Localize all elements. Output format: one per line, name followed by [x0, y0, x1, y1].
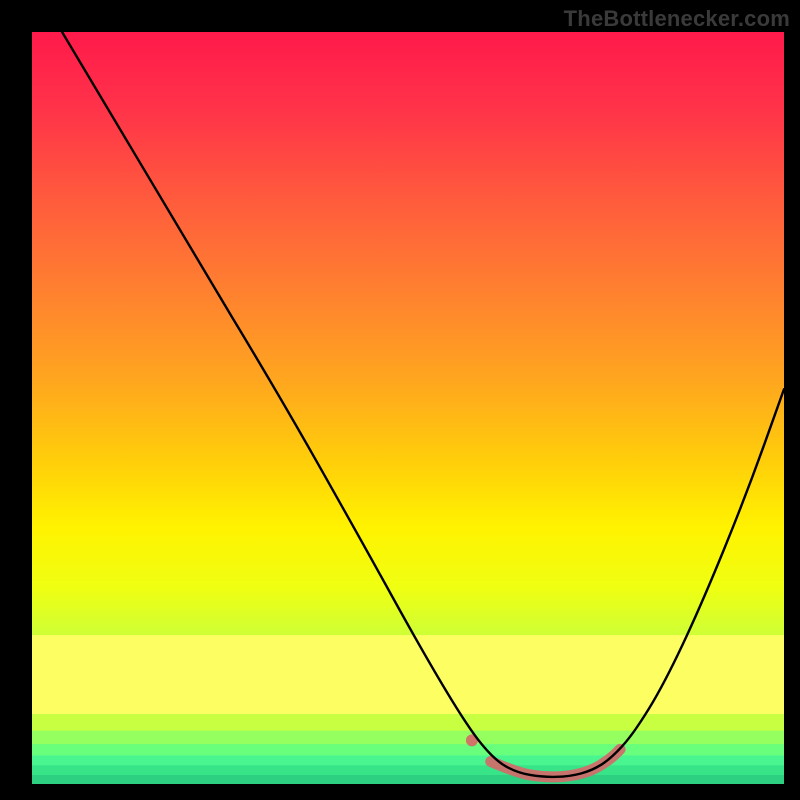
band-stripe [32, 731, 784, 745]
bottom-band-stripes [32, 635, 784, 784]
bottleneck-curve-chart [0, 0, 800, 800]
watermark-text: TheBottlenecker.com [564, 6, 790, 32]
band-stripe [32, 714, 784, 731]
band-stripe [32, 775, 784, 784]
plot-area [32, 32, 784, 784]
band-stripe [32, 635, 784, 714]
chart-container: TheBottlenecker.com [0, 0, 800, 800]
band-stripe [32, 755, 784, 765]
band-stripe [32, 744, 784, 755]
band-stripe [32, 765, 784, 775]
